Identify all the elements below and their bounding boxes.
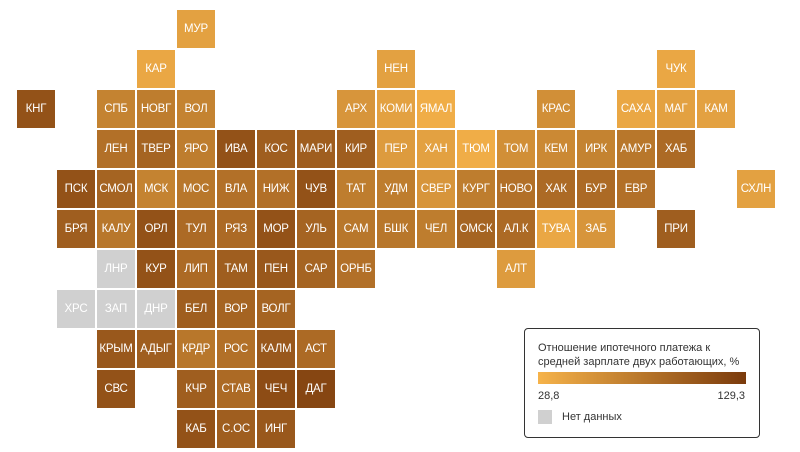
region-tile: ТЮМ [457,130,495,168]
region-tile: БУР [577,170,615,208]
region-tile: КЕМ [537,130,575,168]
region-tile: ВОЛГ [257,290,295,328]
region-tile: ПЕН [257,250,295,288]
region-tile: СВС [97,370,135,408]
region-tile: СМОЛ [97,170,135,208]
region-tile: ВОЛ [177,90,215,128]
legend-no-data-label: Нет данных [562,411,622,423]
region-tile: КУР [137,250,175,288]
legend-min-label: 28,8 [538,390,560,402]
region-tile: АЛТ [497,250,535,288]
legend-no-data-swatch [538,410,552,424]
region-tile: МСК [137,170,175,208]
region-tile: САМ [337,210,375,248]
region-tile: ЛНР [97,250,135,288]
region-tile: ОРЛ [137,210,175,248]
region-tile: СХЛН [737,170,775,208]
region-tile: МАГ [657,90,695,128]
region-tile: ХАБ [657,130,695,168]
region-tile: ХАК [537,170,575,208]
region-tile: КРДР [177,330,215,368]
region-tile: ОМСК [457,210,495,248]
region-tile: ЗАП [97,290,135,328]
legend-max-label: 129,3 [717,390,745,402]
region-tile: АЛ.К [497,210,535,248]
region-tile: ЧЕЛ [417,210,455,248]
region-tile: РЯЗ [217,210,255,248]
region-tile: КАЛМ [257,330,295,368]
region-tile: УДМ [377,170,415,208]
region-tile: АРХ [337,90,375,128]
region-tile: КЧР [177,370,215,408]
region-tile: САР [297,250,335,288]
region-tile: НОВО [497,170,535,208]
region-tile: КАБ [177,410,215,448]
region-tile: НЕН [377,50,415,88]
region-tile: ЯРО [177,130,215,168]
region-tile: МОР [257,210,295,248]
region-tile: ПЕР [377,130,415,168]
region-tile: ИВА [217,130,255,168]
region-tile: КОМИ [377,90,415,128]
region-tile: ЕВР [617,170,655,208]
region-tile: ИНГ [257,410,295,448]
region-tile: ХРС [57,290,95,328]
region-tile: КИР [337,130,375,168]
region-tile: ТАТ [337,170,375,208]
region-tile: ЛИП [177,250,215,288]
region-tile: ЧУВ [297,170,335,208]
region-tile: ЧУК [657,50,695,88]
region-tile: С.ОС [217,410,255,448]
region-tile: ТОМ [497,130,535,168]
region-tile: КРАС [537,90,575,128]
region-tile: СТАВ [217,370,255,408]
region-tile: ХАН [417,130,455,168]
region-tile: ИРК [577,130,615,168]
region-tile: ТАМ [217,250,255,288]
region-tile: САХА [617,90,655,128]
region-tile: ОРНБ [337,250,375,288]
region-tile: РОС [217,330,255,368]
region-tile: НИЖ [257,170,295,208]
region-tile: АДЫГ [137,330,175,368]
region-tile: НОВГ [137,90,175,128]
region-tile: ЯМАЛ [417,90,455,128]
region-tile: ЗАБ [577,210,615,248]
map-legend: Отношение ипотечного платежа к средней з… [524,328,760,438]
region-tile: ДНР [137,290,175,328]
region-tile: УЛЬ [297,210,335,248]
region-tile: МАРИ [297,130,335,168]
region-tile: ПРИ [657,210,695,248]
region-tile: БШК [377,210,415,248]
region-tile: ТУЛ [177,210,215,248]
region-tile: ПСК [57,170,95,208]
region-tile: СПБ [97,90,135,128]
region-tile: КАР [137,50,175,88]
region-tile: ВОР [217,290,255,328]
legend-title: Отношение ипотечного платежа к средней з… [538,342,740,368]
region-tile: БЕЛ [177,290,215,328]
region-tile: АСТ [297,330,335,368]
region-tile: ЧЕЧ [257,370,295,408]
region-tile: МУР [177,10,215,48]
region-tile: МОС [177,170,215,208]
region-tile: КОС [257,130,295,168]
region-tile: КУРГ [457,170,495,208]
region-tile: ВЛА [217,170,255,208]
region-tile: КРЫМ [97,330,135,368]
region-tile: СВЕР [417,170,455,208]
legend-color-scale [538,372,746,384]
region-tile: ТВЕР [137,130,175,168]
region-tile: ЛЕН [97,130,135,168]
region-tile: КАЛУ [97,210,135,248]
region-tile: АМУР [617,130,655,168]
region-tile: ТУВА [537,210,575,248]
region-tile: ДАГ [297,370,335,408]
region-tile: КНГ [17,90,55,128]
region-tile: БРЯ [57,210,95,248]
region-tile: КАМ [697,90,735,128]
